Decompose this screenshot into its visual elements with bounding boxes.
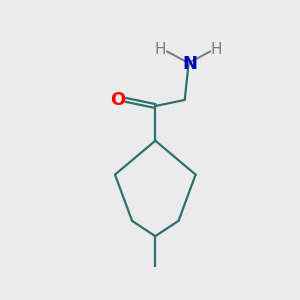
Text: N: N [183, 56, 198, 74]
Text: H: H [155, 42, 166, 57]
Text: O: O [110, 91, 126, 109]
Text: H: H [211, 42, 222, 57]
